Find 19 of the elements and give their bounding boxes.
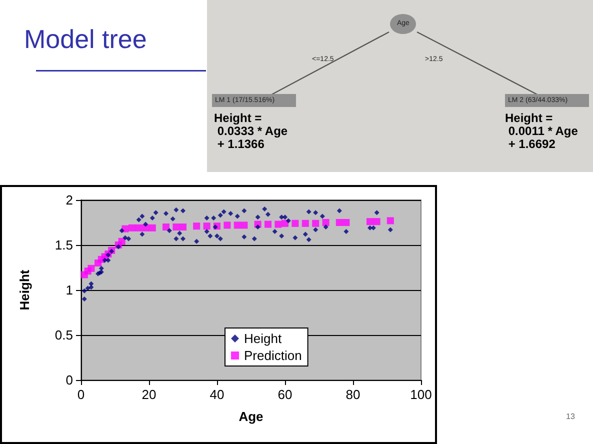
y-axis-title: Height [17,269,32,310]
text: Height = 0.0011 * Age + 1.6692 [505,111,578,151]
y-tick-label: 0 [66,372,73,388]
text: Height = 0.0333 * Age + 1.1366 [214,111,288,151]
x-tick-label: 100 [410,387,432,402]
x-tick-label: 80 [346,387,360,402]
chart-title: Model tree [24,24,147,55]
legend-label: Height [244,331,282,346]
text: 13 [566,412,575,421]
y-tick-label: 2 [66,192,73,208]
y-tick-label: 1.5 [54,238,73,252]
x-tick-label: 0 [77,387,85,402]
x-tick-label: 60 [278,387,292,402]
y-tick-label: 1 [66,282,73,298]
y-tick-label: 0.5 [54,328,73,342]
legend-label: Prediction [244,348,302,363]
x-tick-label: 20 [142,387,156,402]
x-tick-label: 40 [210,387,224,402]
x-axis-title: Age [238,409,264,424]
